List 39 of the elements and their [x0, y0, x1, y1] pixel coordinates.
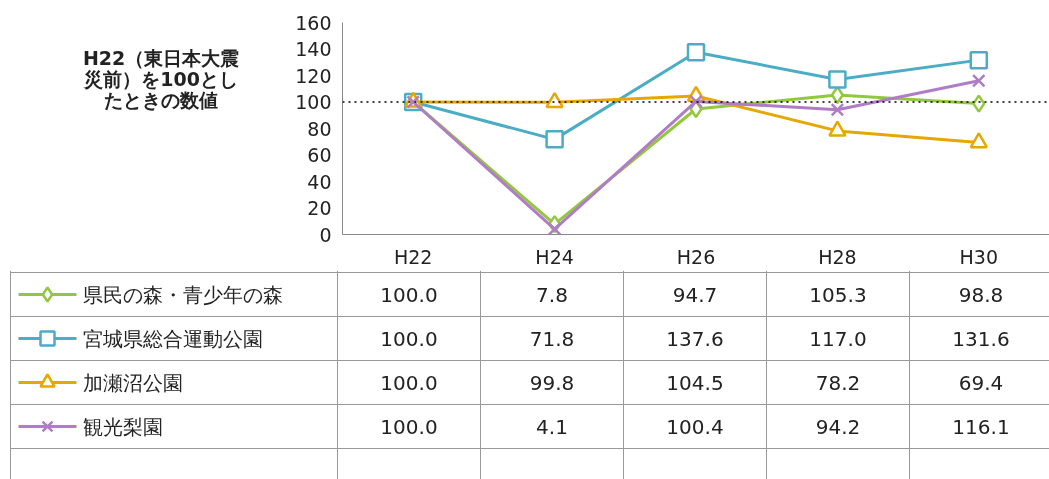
- data-label: 100.4: [666, 414, 724, 439]
- x-tick-label: H28: [818, 245, 857, 268]
- data-label: 4.1: [536, 414, 568, 439]
- y-tick-label: 140: [295, 38, 332, 60]
- y-tick-label: 20: [307, 197, 332, 219]
- x-tick-label: H30: [959, 245, 999, 268]
- data-label: 100.0: [380, 370, 438, 395]
- x-tick-label: H26: [676, 245, 716, 268]
- x-tick-label: H22: [393, 245, 433, 268]
- data-label: 7.8: [536, 282, 568, 307]
- y-tick-label: 100: [295, 91, 332, 113]
- y-axis-title: H22（東日本大震災前）を100としたときの数値: [82, 46, 240, 112]
- data-label: 71.8: [529, 326, 575, 351]
- y-tick-label: 80: [307, 117, 332, 140]
- data-label: 117.0: [809, 326, 867, 351]
- data-label: 137.6: [666, 326, 724, 351]
- data-label: 94.7: [672, 282, 718, 307]
- legend-label: 県民の森・青少年の森: [82, 282, 283, 307]
- legend-label: 加瀬沼公園: [82, 370, 183, 395]
- data-label: 69.4: [958, 370, 1004, 395]
- data-label: 105.3: [809, 282, 867, 307]
- data-label: 131.6: [952, 326, 1010, 351]
- data-label: 94.2: [815, 414, 861, 439]
- data-label: 104.5: [666, 370, 724, 395]
- y-tick-label: 160: [295, 11, 332, 34]
- y-tick-label: 60: [307, 144, 332, 166]
- y-tick-label: 0: [319, 223, 332, 246]
- data-label: 100.0: [380, 326, 438, 351]
- x-tick-label: H24: [535, 245, 574, 268]
- legend-label: 観光梨園: [82, 414, 163, 439]
- data-label: 100.0: [380, 282, 438, 307]
- data-label: 116.1: [952, 414, 1010, 439]
- legend-label: 宮城県総合運動公園: [82, 326, 263, 351]
- y-tick-label: 40: [307, 170, 332, 193]
- data-label: 99.8: [529, 370, 575, 395]
- data-label: 100.0: [380, 414, 438, 439]
- y-tick-label: 120: [295, 64, 332, 87]
- data-label: 98.8: [958, 282, 1004, 307]
- data-label: 78.2: [815, 370, 861, 395]
